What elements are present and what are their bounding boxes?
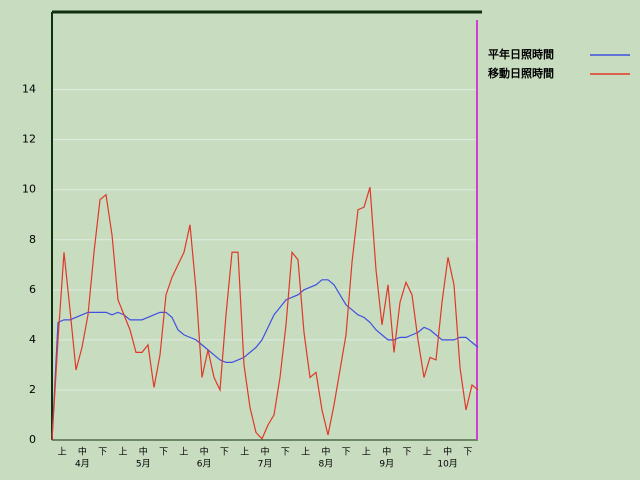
y-tick-label: 12: [22, 133, 36, 146]
x-tick-label: 下: [402, 448, 411, 458]
y-tick-label: 0: [29, 433, 36, 446]
x-tick-label: 下: [220, 448, 229, 458]
legend-label: 平年日照時間: [488, 47, 554, 61]
x-tick-label: 上: [118, 447, 127, 458]
x-tick-label: 下: [281, 448, 290, 458]
x-tick-label: 中: [78, 446, 87, 458]
x-tick-label: 下: [463, 448, 472, 458]
x-tick-label: 中: [200, 446, 209, 458]
month-label: 8月: [318, 459, 333, 470]
x-tick-label: 上: [58, 447, 67, 458]
x-tick-label: 中: [139, 446, 148, 458]
x-tick-label: 上: [362, 447, 371, 458]
y-tick-label: 6: [29, 283, 36, 296]
x-tick-label: 下: [98, 448, 107, 458]
month-label: 10月: [437, 459, 457, 470]
series-line: [51, 187, 479, 441]
y-tick-label: 4: [29, 333, 36, 346]
x-tick-label: 上: [301, 447, 310, 458]
x-tick-label: 下: [342, 448, 351, 458]
y-tick-label: 14: [22, 83, 36, 96]
y-tick-label: 2: [29, 383, 36, 396]
legend-label: 移動日照時間: [488, 66, 554, 80]
y-tick-label: 10: [22, 183, 36, 196]
x-tick-label: 中: [382, 446, 391, 458]
x-tick-label: 下: [159, 448, 168, 458]
x-tick-label: 上: [179, 447, 188, 458]
x-tick-label: 中: [321, 446, 330, 458]
month-label: 4月: [75, 459, 90, 470]
month-label: 5月: [136, 459, 151, 470]
x-tick-label: 上: [423, 447, 432, 458]
month-label: 7月: [258, 459, 273, 470]
x-tick-label: 上: [240, 447, 249, 458]
month-label: 6月: [197, 459, 212, 470]
series-line: [51, 279, 479, 441]
y-tick-label: 8: [29, 233, 36, 246]
x-tick-label: 中: [260, 446, 269, 458]
month-label: 9月: [379, 459, 394, 470]
x-tick-label: 中: [443, 446, 452, 458]
